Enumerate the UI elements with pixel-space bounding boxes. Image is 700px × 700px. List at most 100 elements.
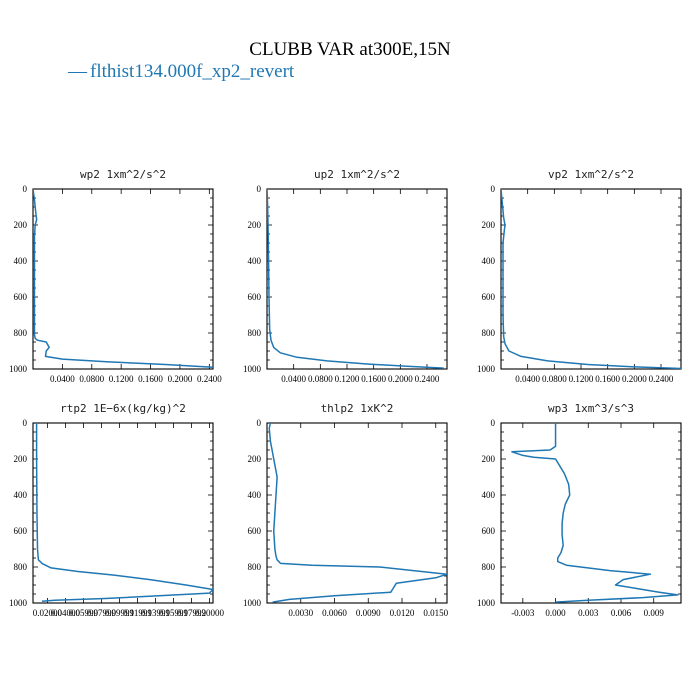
panel-0: wp2 1xm^2/s^2 0 200 400 600 800 1000 0.0400 0.08… [9, 168, 222, 384]
y-tick-label: 200 [14, 220, 28, 230]
panel-title: up2 1xm^2/s^2 [314, 168, 400, 181]
y-tick-label: 0 [257, 418, 262, 428]
panel-3: rtp2 1E−6x(kg/kg)^2 0 200 400 600 800 1000 0.02… [9, 402, 225, 618]
panel-title: vp2 1xm^2/s^2 [548, 168, 634, 181]
y-tick-label: 600 [14, 292, 28, 302]
y-tick-label: 1000 [9, 364, 28, 374]
x-tick-label: 0.05999 [69, 608, 99, 618]
x-tick-label: 0.17999 [177, 608, 207, 618]
series-line [268, 423, 447, 603]
panel-4: thlp2 1xK^2 0 200 400 600 800 1000 0.0030 0.0060… [243, 402, 449, 618]
x-tick-label: 0.0090 [356, 608, 381, 618]
legend-label: flthist134.000f_xp2_revert [90, 61, 295, 82]
x-tick-label: 0.1600 [138, 374, 163, 384]
x-tick-label: 0.003 [578, 608, 599, 618]
y-tick-label: 800 [248, 562, 262, 572]
y-tick-label: 400 [248, 490, 262, 500]
x-tick-label: 0.1600 [361, 374, 386, 384]
y-tick-label: 800 [482, 328, 496, 338]
y-tick-label: 800 [14, 328, 28, 338]
x-tick-label: 0.2400 [649, 374, 674, 384]
x-tick-label: 0.006 [611, 608, 632, 618]
panel-title: rtp2 1E−6x(kg/kg)^2 [60, 402, 186, 415]
y-tick-label: 400 [248, 256, 262, 266]
x-tick-label: 0.09999 [105, 608, 135, 618]
y-tick-label: 0 [491, 184, 496, 194]
x-tick-label: 0.000 [545, 608, 566, 618]
x-tick-label: 0.04000 [51, 608, 81, 618]
y-tick-label: 400 [14, 256, 28, 266]
plot-frame [500, 422, 682, 604]
x-tick-label: 0.0800 [542, 374, 567, 384]
x-tick-label: -0.003 [511, 608, 535, 618]
y-tick-label: 200 [482, 220, 496, 230]
y-tick-label: 600 [14, 526, 28, 536]
legend: — flthist134.000f_xp2_revert [67, 61, 295, 82]
y-tick-label: 600 [248, 292, 262, 302]
y-tick-label: 1000 [243, 364, 262, 374]
x-tick-label: 0.2000 [622, 374, 647, 384]
panel-title: thlp2 1xK^2 [321, 402, 394, 415]
x-tick-label: 0.0400 [281, 374, 306, 384]
panel-5: wp3 1xm^3/s^3 0 200 400 600 800 1000 -0.003 0.00… [477, 402, 682, 618]
x-tick-label: 0.2000 [388, 374, 413, 384]
panel-1: up2 1xm^2/s^2 0 200 400 600 800 1000 0.0400 0.08… [243, 168, 448, 384]
x-tick-label: 0.0800 [308, 374, 333, 384]
plot-frame [266, 188, 448, 370]
panel-title: wp3 1xm^3/s^3 [548, 402, 634, 415]
series-line [501, 189, 681, 369]
x-tick-label: 0.0060 [322, 608, 347, 618]
y-tick-label: 200 [248, 220, 262, 230]
series-line [35, 423, 213, 602]
x-tick-label: 0.0800 [79, 374, 104, 384]
x-tick-label: 0.07999 [87, 608, 117, 618]
plot-frame [500, 188, 682, 370]
y-tick-label: 1000 [9, 598, 28, 608]
x-tick-label: 0.2400 [197, 374, 222, 384]
y-tick-label: 600 [248, 526, 262, 536]
x-tick-label: 0.0030 [288, 608, 313, 618]
x-tick-label: 0.15999 [159, 608, 189, 618]
y-tick-label: 400 [482, 256, 496, 266]
y-tick-label: 200 [14, 454, 28, 464]
x-tick-label: 0.1200 [109, 374, 134, 384]
y-tick-label: 0 [491, 418, 496, 428]
plot-frame [32, 188, 214, 370]
x-tick-label: 0.2000 [168, 374, 193, 384]
y-tick-label: 600 [482, 526, 496, 536]
y-tick-label: 800 [14, 562, 28, 572]
legend-marker: — [67, 61, 88, 82]
x-tick-label: 0.1200 [569, 374, 594, 384]
plot-frame [266, 422, 448, 604]
y-tick-label: 200 [248, 454, 262, 464]
x-tick-label: 0.20000 [195, 608, 225, 618]
y-tick-label: 800 [482, 562, 496, 572]
x-tick-label: 0.1200 [335, 374, 360, 384]
y-tick-label: 600 [482, 292, 496, 302]
x-tick-label: 0.009 [644, 608, 665, 618]
y-tick-label: 0 [23, 418, 28, 428]
y-tick-label: 800 [248, 328, 262, 338]
y-tick-label: 400 [482, 490, 496, 500]
panel-title: wp2 1xm^2/s^2 [80, 168, 166, 181]
y-tick-label: 1000 [243, 598, 262, 608]
figure-title: CLUBB VAR at300E,15N [249, 39, 451, 60]
x-tick-label: 0.13999 [141, 608, 171, 618]
y-tick-label: 200 [482, 454, 496, 464]
y-tick-label: 400 [14, 490, 28, 500]
y-tick-label: 0 [23, 184, 28, 194]
x-tick-label: 0.1600 [595, 374, 620, 384]
series-line [511, 423, 679, 603]
y-tick-label: 0 [257, 184, 262, 194]
series-line [33, 189, 213, 368]
x-tick-label: 0.0400 [50, 374, 75, 384]
x-tick-label: 0.11999 [123, 608, 152, 618]
x-tick-label: 0.0150 [423, 608, 448, 618]
panel-2: vp2 1xm^2/s^2 0 200 400 600 800 1000 0.0400 0.08… [477, 168, 682, 384]
x-tick-label: 0.0400 [515, 374, 540, 384]
x-tick-label: 0.0120 [390, 608, 415, 618]
x-tick-label: 0.2400 [415, 374, 440, 384]
x-tick-label: 0.02000 [33, 608, 63, 618]
